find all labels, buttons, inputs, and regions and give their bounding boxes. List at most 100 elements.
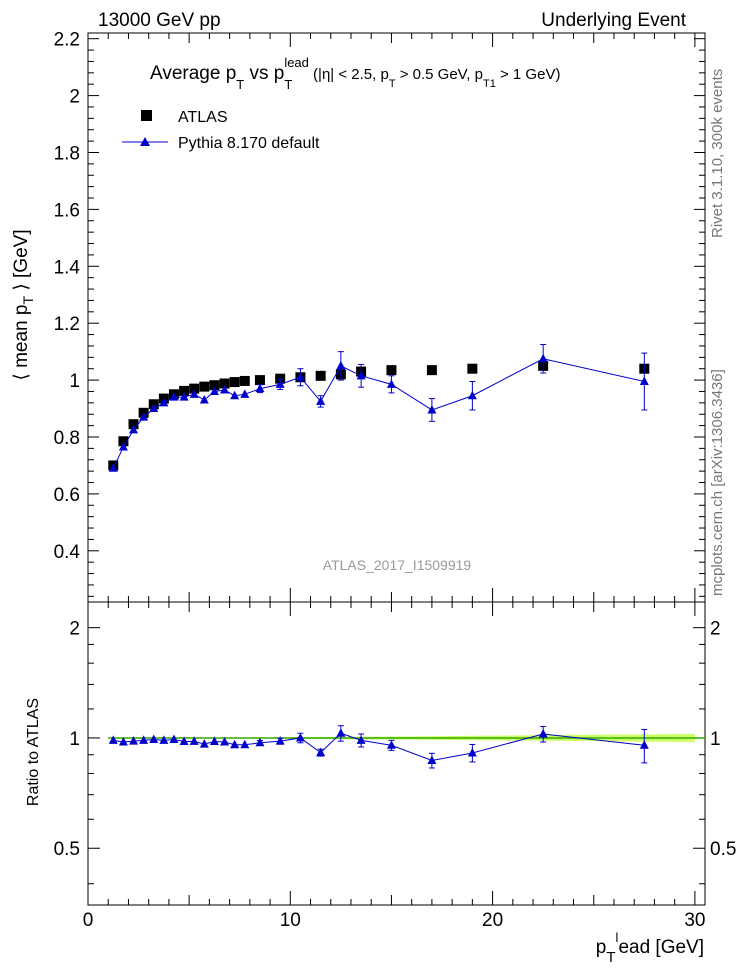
x-tick-label: 20 [482, 910, 503, 931]
ratio-point [220, 736, 230, 746]
ratio-tick-label: 2 [69, 619, 80, 640]
ratio-point [356, 735, 366, 744]
pythia-point [316, 396, 326, 405]
x-tick-label: 30 [684, 910, 705, 931]
ratio-point [108, 735, 118, 744]
ratio-data [108, 725, 705, 769]
pythia-point [538, 353, 548, 363]
pythia-point [139, 412, 149, 421]
pythia-point [427, 404, 437, 414]
ratio-axes: 0 10 20 30 0.5 0.5 1 1 2 2 [54, 602, 736, 931]
ratio-point [230, 739, 240, 749]
atlas-data-point [275, 373, 286, 384]
pythia-point [336, 360, 346, 370]
ratio-point [199, 739, 209, 748]
legend-label-atlas: ATLAS [178, 109, 228, 126]
pythia-point [467, 390, 477, 400]
y-tick-label: 1.2 [54, 314, 80, 335]
ratio-point [179, 736, 189, 745]
pythia-point [255, 383, 265, 393]
main-data [108, 344, 650, 472]
ratio-point [149, 734, 159, 744]
pythia-line [112, 358, 645, 469]
ratio-point [316, 747, 326, 757]
header-left: 13000 GeV pp [98, 10, 221, 31]
main-axes: 0.4 0.6 0.8 1 1.2 1.4 1.6 1.8 2 2.2 [54, 30, 705, 602]
ratio-point [255, 737, 265, 747]
ratio-point [209, 736, 219, 745]
ratio-tick-label-right: 0.5 [710, 839, 736, 860]
pythia-point [108, 463, 118, 472]
y-tick-label: 1 [69, 371, 80, 392]
atlas-data-point [467, 363, 478, 374]
y-tick-label: 1.6 [54, 200, 80, 221]
ratio-panel-frame [87, 601, 706, 906]
header-right: Underlying Event [541, 10, 686, 31]
ratio-point [159, 735, 169, 744]
pythia-point [118, 441, 128, 451]
pythia-point [209, 386, 219, 395]
ratio-point [240, 739, 250, 749]
chart-title: Average pT vs pTlead (|η| < 2.5, pT > 0.… [150, 55, 560, 92]
y-tick-label: 2.2 [54, 30, 80, 51]
atlas-data-point [229, 377, 240, 388]
analysis-watermark: ATLAS_2017_I1509919 [323, 557, 472, 573]
y-axis-label-ratio: Ratio to ATLAS [25, 698, 42, 806]
side-text-bottom: mcplots.cern.ch [arXiv:1306.3436] [709, 369, 726, 596]
pythia-point [230, 390, 240, 400]
legend-marker-pythia [140, 137, 150, 146]
ratio-point [169, 734, 179, 744]
atlas-data-point [199, 381, 210, 392]
ratio-point [639, 740, 649, 749]
ratio-tick-label-right: 2 [710, 619, 721, 640]
x-tick-label: 0 [83, 910, 94, 931]
atlas-data-point [254, 375, 265, 386]
atlas-data-point [239, 375, 250, 386]
pythia-point [159, 397, 169, 407]
ratio-point [275, 736, 285, 745]
pythia-point [639, 376, 649, 386]
ratio-tick-label: 1 [69, 729, 80, 750]
ratio-tick-label-right: 1 [710, 729, 721, 750]
y-tick-label: 0.8 [54, 428, 80, 449]
pythia-point [129, 424, 139, 434]
ratio-point [139, 735, 149, 744]
atlas-data-point [315, 370, 326, 381]
pythia-point [295, 372, 305, 381]
ratio-point [427, 755, 437, 764]
y-tick-label: 0.4 [54, 542, 81, 563]
pythia-point [169, 392, 179, 401]
y-tick-label: 1.8 [54, 143, 80, 164]
atlas-data-point [128, 419, 139, 430]
ratio-point [189, 736, 199, 745]
pythia-point [240, 389, 250, 398]
ratio-point [386, 740, 396, 749]
y-tick-label: 0.6 [54, 485, 80, 506]
ratio-point [129, 736, 139, 745]
y-tick-label: 1.4 [54, 257, 81, 278]
pythia-point [275, 379, 285, 388]
pythia-point [189, 389, 199, 398]
x-tick-label: 10 [280, 910, 301, 931]
pythia-point [179, 392, 189, 401]
pythia-point [356, 370, 366, 380]
legend-marker-atlas [141, 110, 152, 121]
pythia-point [199, 395, 209, 404]
atlas-data-point [118, 436, 129, 447]
ratio-tick-label: 0.5 [54, 839, 80, 860]
atlas-data-point [209, 380, 220, 391]
ratio-point [538, 729, 548, 738]
y-tick-label: 2 [69, 87, 80, 108]
atlas-data-point [426, 365, 437, 376]
x-axis-label: pTlead [GeV] [596, 930, 704, 966]
y-axis-label-main: ⟨ mean pT ⟩ [GeV] [11, 229, 36, 380]
atlas-data-point [386, 365, 397, 376]
pythia-point [220, 385, 230, 394]
ratio-point [336, 728, 346, 737]
pythia-point [149, 403, 159, 413]
atlas-data-point [219, 378, 230, 389]
atlas-data-point [179, 385, 190, 396]
ratio-point [295, 732, 305, 742]
side-text-top: Rivet 3.1.10, 300k events [709, 69, 726, 238]
